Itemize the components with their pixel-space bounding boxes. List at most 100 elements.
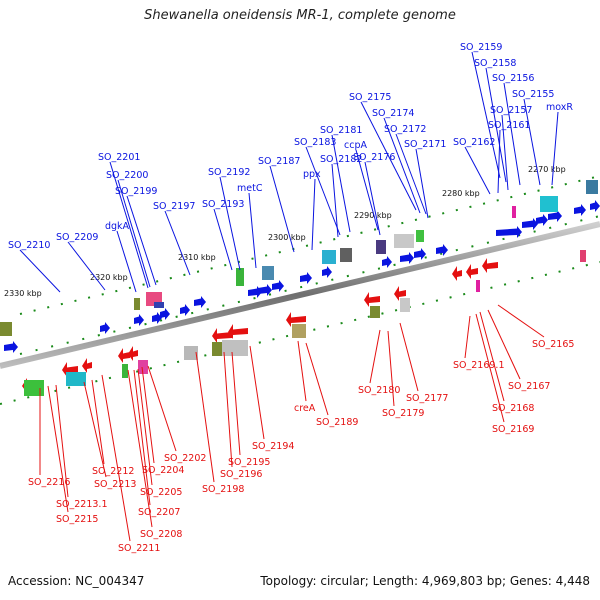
gene-label-ccpa[interactable]: ccpA xyxy=(344,140,367,151)
gene-label-so-2216[interactable]: SO_2216 xyxy=(28,477,70,488)
forward-arrow-19[interactable] xyxy=(548,210,562,222)
reverse-arrow-5[interactable] xyxy=(212,328,232,343)
reverse-arrow-2[interactable] xyxy=(82,358,92,373)
gene-label-so-2210[interactable]: SO_2210 xyxy=(8,240,50,251)
gene-label-so-2156[interactable]: SO_2156 xyxy=(492,73,534,84)
feature-box-2[interactable] xyxy=(154,302,164,308)
forward-arrow-9[interactable] xyxy=(272,280,284,292)
reverse-arrow-6[interactable] xyxy=(228,324,248,339)
forward-arrow-6[interactable] xyxy=(194,296,206,308)
gene-label-so-2211[interactable]: SO_2211 xyxy=(118,543,160,554)
gene-label-so-2200[interactable]: SO_2200 xyxy=(106,170,148,181)
gene-label-so-2209[interactable]: SO_2209 xyxy=(56,232,98,243)
reverse-arrow-3[interactable] xyxy=(118,348,130,363)
forward-arrow-0[interactable] xyxy=(4,341,18,353)
feature-box-24[interactable] xyxy=(400,298,410,312)
forward-arrow-14[interactable] xyxy=(414,248,426,260)
feature-box-25[interactable] xyxy=(476,280,480,292)
gene-label-so-2179[interactable]: SO_2179 xyxy=(382,408,424,419)
gene-label-so-2169-1[interactable]: SO_2169.1 xyxy=(453,360,505,371)
feature-box-15[interactable] xyxy=(24,380,44,396)
gene-label-so-2212[interactable]: SO_2212 xyxy=(92,466,134,477)
gene-label-so-2159[interactable]: SO_2159 xyxy=(460,42,502,53)
gene-label-metc[interactable]: metC xyxy=(237,183,263,194)
gene-label-so-2195[interactable]: SO_2195 xyxy=(228,457,270,468)
forward-arrow-18[interactable] xyxy=(536,214,548,226)
reverse-arrow-12[interactable] xyxy=(482,258,498,273)
feature-box-21[interactable] xyxy=(222,340,248,356)
feature-box-8[interactable] xyxy=(376,240,386,254)
gene-label-so-2168[interactable]: SO_2168 xyxy=(492,403,534,414)
feature-box-17[interactable] xyxy=(122,364,128,378)
forward-arrow-11[interactable] xyxy=(322,266,332,278)
feature-box-16[interactable] xyxy=(66,372,86,386)
gene-label-so-2202[interactable]: SO_2202 xyxy=(164,453,206,464)
feature-box-6[interactable] xyxy=(322,250,336,264)
reverse-arrow-4[interactable] xyxy=(128,346,138,361)
gene-label-so-2193[interactable]: SO_2193 xyxy=(202,199,244,210)
forward-arrow-12[interactable] xyxy=(382,256,392,268)
gene-label-so-2181[interactable]: SO_2181 xyxy=(320,125,362,136)
feature-box-23[interactable] xyxy=(370,306,380,318)
feature-box-13[interactable] xyxy=(512,206,516,218)
forward-arrow-20[interactable] xyxy=(574,204,586,216)
forward-arrow-13[interactable] xyxy=(400,252,414,264)
gene-label-so-2194[interactable]: SO_2194 xyxy=(252,441,294,452)
feature-box-3[interactable] xyxy=(134,298,140,310)
gene-label-so-2197[interactable]: SO_2197 xyxy=(153,201,195,212)
gene-label-so-2213-1[interactable]: SO_2213.1 xyxy=(56,499,108,510)
forward-arrow-3[interactable] xyxy=(152,312,162,324)
feature-box-14[interactable] xyxy=(580,250,586,262)
reverse-arrow-7[interactable] xyxy=(286,312,306,327)
gene-label-so-2187[interactable]: SO_2187 xyxy=(258,156,300,167)
feature-box-22[interactable] xyxy=(292,324,306,338)
feature-box-19[interactable] xyxy=(184,346,198,360)
forward-arrow-15[interactable] xyxy=(436,244,448,256)
gene-label-so-2192[interactable]: SO_2192 xyxy=(208,167,250,178)
gene-label-so-2180[interactable]: SO_2180 xyxy=(358,385,400,396)
gene-label-so-2204[interactable]: SO_2204 xyxy=(142,465,184,476)
gene-label-so-2196[interactable]: SO_2196 xyxy=(220,469,262,480)
reverse-arrow-11[interactable] xyxy=(466,264,478,279)
gene-label-so-2165[interactable]: SO_2165 xyxy=(532,339,574,350)
gene-label-so-2157[interactable]: SO_2157 xyxy=(490,105,532,116)
gene-label-moxr[interactable]: moxR xyxy=(546,102,573,113)
gene-label-so-2207[interactable]: SO_2207 xyxy=(138,507,180,518)
gene-label-so-2215[interactable]: SO_2215 xyxy=(56,514,98,525)
reverse-arrow-10[interactable] xyxy=(452,266,462,281)
gene-label-so-2208[interactable]: SO_2208 xyxy=(140,529,182,540)
forward-arrow-8[interactable] xyxy=(258,284,272,296)
forward-arrow-2[interactable] xyxy=(134,314,144,326)
forward-arrow-5[interactable] xyxy=(180,304,190,316)
forward-arrow-21[interactable] xyxy=(590,200,600,212)
feature-box-4[interactable] xyxy=(236,268,244,286)
gene-label-so-2205[interactable]: SO_2205 xyxy=(140,487,182,498)
forward-arrow-4[interactable] xyxy=(160,308,170,320)
gene-label-so-2175[interactable]: SO_2175 xyxy=(349,92,391,103)
reverse-arrow-9[interactable] xyxy=(394,286,406,301)
gene-label-so-2155[interactable]: SO_2155 xyxy=(512,89,554,100)
gene-label-so-2198[interactable]: SO_2198 xyxy=(202,484,244,495)
gene-label-so-2183[interactable]: SO_2183 xyxy=(294,137,336,148)
forward-arrow-1[interactable] xyxy=(100,322,110,334)
forward-arrow-17[interactable] xyxy=(522,218,538,230)
gene-label-so-2177[interactable]: SO_2177 xyxy=(406,393,448,404)
feature-box-12[interactable] xyxy=(586,180,598,194)
gene-label-so-2189[interactable]: SO_2189 xyxy=(316,417,358,428)
feature-box-10[interactable] xyxy=(416,230,424,242)
feature-box-5[interactable] xyxy=(262,266,274,280)
gene-label-so-2171[interactable]: SO_2171 xyxy=(404,139,446,150)
gene-label-so-2161[interactable]: SO_2161 xyxy=(488,120,530,131)
gene-label-so-2213[interactable]: SO_2213 xyxy=(94,479,136,490)
forward-arrow-16[interactable] xyxy=(496,226,522,238)
gene-label-so-2158[interactable]: SO_2158 xyxy=(474,58,516,69)
gene-label-so-2176[interactable]: SO_2176 xyxy=(353,152,395,163)
gene-label-so-2199[interactable]: SO_2199 xyxy=(115,186,157,197)
gene-label-so-2174[interactable]: SO_2174 xyxy=(372,108,414,119)
gene-label-crea[interactable]: creA xyxy=(294,403,316,414)
feature-box-18[interactable] xyxy=(138,360,148,374)
gene-label-so-2169[interactable]: SO_2169 xyxy=(492,424,534,435)
gene-label-so-2162[interactable]: SO_2162 xyxy=(453,137,495,148)
gene-label-so-2172[interactable]: SO_2172 xyxy=(384,124,426,135)
